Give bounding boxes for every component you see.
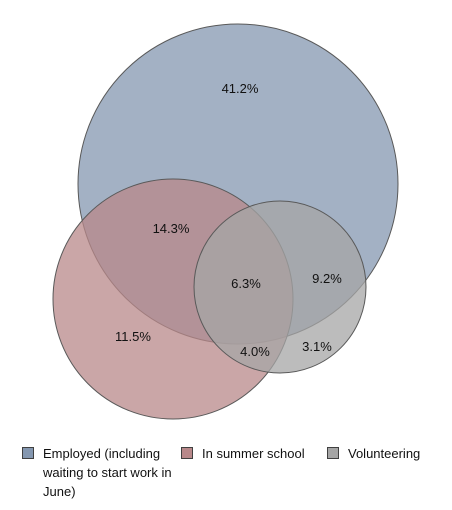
region-label-summer-only: 11.5% xyxy=(115,329,151,344)
legend-item-employed: Employed (including waiting to start wor… xyxy=(22,444,182,501)
volunteering-circle xyxy=(193,200,367,374)
legend-label-volunteering: Volunteering xyxy=(348,446,421,461)
legend-item-summer-school: In summer school xyxy=(181,444,331,463)
region-label-employed-volunteering: 9.2% xyxy=(312,271,342,286)
legend-label-summer-school: In summer school xyxy=(202,446,305,461)
legend-item-volunteering: Volunteering xyxy=(327,444,442,463)
legend-swatch-volunteering xyxy=(327,447,339,459)
region-label-employed-only: 41.2% xyxy=(222,81,259,96)
legend-label-employed: Employed (including waiting to start wor… xyxy=(43,446,172,499)
region-label-all-three: 6.3% xyxy=(231,276,261,291)
region-label-summer-volunteering: 4.0% xyxy=(240,344,270,359)
region-label-employed-summer: 14.3% xyxy=(153,221,190,236)
venn-diagram: 41.2% 14.3% 6.3% 9.2% 11.5% 4.0% 3.1% xyxy=(52,23,399,420)
legend-swatch-summer-school xyxy=(181,447,193,459)
region-label-volunteering-only: 3.1% xyxy=(302,339,332,354)
legend: Employed (including waiting to start wor… xyxy=(22,444,442,504)
legend-swatch-employed xyxy=(22,447,34,459)
